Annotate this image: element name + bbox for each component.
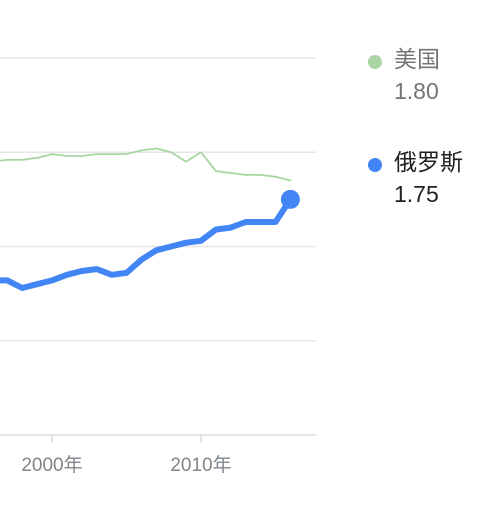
legend-label: 俄罗斯 <box>394 149 463 175</box>
endpoint-marker[interactable] <box>280 189 300 209</box>
series-line-usa[interactable] <box>0 147 292 182</box>
legend-item-usa[interactable]: 美国 1.80 <box>364 42 496 106</box>
chart-legend: 美国 1.80 俄罗斯 1.75 <box>364 42 496 248</box>
series-lines <box>0 147 300 291</box>
legend-label: 美国 <box>394 46 440 72</box>
gridlines <box>0 57 316 342</box>
x-axis: 2000年 2010年 <box>0 434 316 476</box>
legend-item-russia[interactable]: 俄罗斯 1.75 <box>364 145 496 209</box>
legend-value: 1.75 <box>394 181 439 207</box>
legend-dot-icon <box>368 158 382 172</box>
legend-value: 1.80 <box>394 78 439 104</box>
legend-dot-icon <box>368 55 382 69</box>
x-tick-label: 2010年 <box>170 454 231 476</box>
line-chart: 2000年 2010年 <box>0 57 316 476</box>
series-line-russia[interactable] <box>0 196 294 291</box>
x-tick-label: 2000年 <box>21 454 82 476</box>
